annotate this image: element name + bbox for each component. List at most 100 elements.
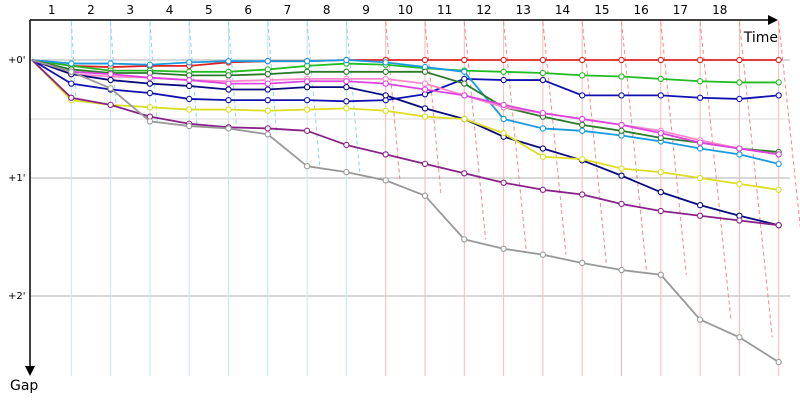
x-tick-label: 12 — [476, 3, 491, 17]
y-tick-label: +1' — [8, 173, 26, 184]
series-point — [303, 163, 311, 170]
series-point — [657, 189, 664, 196]
series-point — [146, 80, 154, 87]
lap-link — [385, 21, 401, 181]
series-point — [303, 127, 311, 134]
series-point — [461, 56, 468, 64]
y-tick-label: +2' — [8, 291, 26, 302]
x-tick-label: 2 — [87, 3, 95, 17]
series-point — [421, 56, 429, 64]
series-lines — [31, 56, 782, 366]
series-point — [775, 151, 782, 158]
x-tick-label: 7 — [284, 3, 292, 17]
series-point — [343, 78, 350, 85]
series-point — [618, 127, 625, 134]
lap-link — [738, 21, 773, 338]
series-point — [736, 56, 743, 64]
series-point — [225, 106, 232, 113]
series-point — [696, 139, 704, 146]
series-point — [618, 73, 625, 80]
x-tick-label: 14 — [555, 3, 570, 17]
series-point — [539, 109, 547, 117]
x-tick-label: 13 — [516, 3, 531, 17]
series-line — [31, 59, 779, 84]
series-point — [657, 130, 664, 137]
series-point — [461, 170, 468, 177]
series-point — [539, 186, 547, 193]
series-point — [579, 92, 586, 99]
series-point — [500, 56, 507, 64]
series-point — [303, 96, 311, 104]
x-tick-label: 18 — [712, 3, 727, 17]
series-point — [539, 145, 547, 152]
series-point — [618, 266, 625, 274]
series-point — [579, 259, 586, 267]
series-7 — [31, 59, 782, 229]
series-point — [500, 115, 507, 123]
series-point — [579, 155, 586, 163]
series-point — [421, 160, 429, 167]
series-line — [31, 59, 779, 103]
series-point — [618, 200, 625, 208]
series-point — [696, 316, 704, 323]
series-point — [186, 59, 193, 66]
series-point — [343, 83, 350, 91]
series-point — [186, 76, 193, 84]
series-point — [264, 96, 271, 104]
series-6 — [31, 59, 782, 158]
series-point — [461, 115, 468, 123]
series-point — [146, 89, 154, 97]
series-point — [421, 192, 429, 199]
series-point — [500, 130, 507, 137]
series-point — [775, 92, 782, 99]
series-point — [696, 174, 704, 182]
x-tick-label: 10 — [398, 3, 413, 17]
series-point — [225, 125, 232, 132]
lap-link — [70, 21, 77, 101]
series-point — [579, 72, 586, 79]
series-point — [539, 56, 547, 64]
series-point — [68, 68, 75, 75]
series-point — [736, 180, 743, 188]
y-axis-arrow — [25, 366, 35, 376]
series-point — [657, 56, 664, 64]
series-point — [264, 125, 271, 132]
series-point — [461, 68, 468, 75]
series-point — [657, 92, 664, 99]
series-point — [68, 80, 75, 87]
series-point — [775, 186, 782, 193]
series-point — [539, 251, 547, 258]
x-tick-label: 3 — [126, 3, 134, 17]
series-point — [68, 94, 75, 101]
series-point — [696, 78, 704, 85]
series-point — [736, 334, 743, 341]
series-point — [343, 56, 350, 64]
series-point — [579, 191, 586, 198]
series-point — [775, 222, 782, 229]
series-point — [500, 68, 507, 75]
series-point — [146, 61, 154, 68]
series-point — [421, 80, 429, 87]
series-line — [31, 59, 779, 153]
series-point — [107, 60, 114, 67]
x-tick-label: 1 — [48, 3, 56, 17]
series-point — [146, 104, 154, 111]
series-1 — [31, 59, 782, 86]
series-point — [343, 168, 350, 176]
series-point — [736, 79, 743, 86]
x-tick-label: 4 — [166, 3, 174, 17]
series-3 — [31, 56, 782, 167]
series-point — [382, 177, 389, 184]
series-point — [461, 92, 468, 99]
series-point — [618, 56, 625, 64]
series-point — [775, 79, 782, 86]
series-point — [696, 56, 704, 64]
series-point — [186, 122, 193, 130]
x-tick-label: 16 — [634, 3, 649, 17]
x-tick-label: 5 — [205, 3, 213, 17]
lap-link — [424, 21, 442, 196]
series-point — [382, 151, 389, 158]
y-tick-label: +0' — [8, 55, 26, 66]
